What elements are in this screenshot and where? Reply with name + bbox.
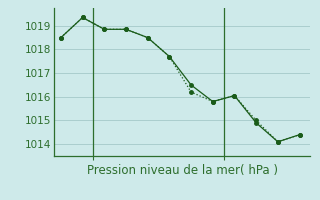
X-axis label: Pression niveau de la mer( hPa ): Pression niveau de la mer( hPa ) — [87, 164, 278, 177]
